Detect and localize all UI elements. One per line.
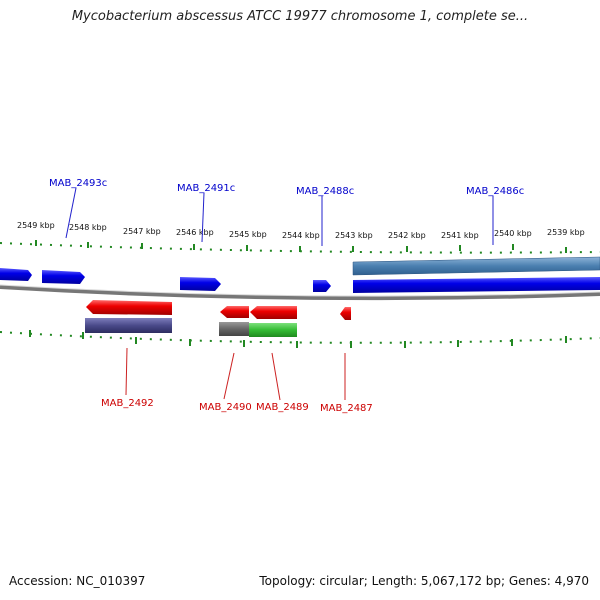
tick-label: 2541 kbp [441, 231, 479, 240]
gene-arrow-reverse[interactable] [250, 306, 297, 319]
gene-label[interactable]: MAB_2491c [177, 183, 235, 194]
cds-bar-reverse[interactable] [249, 323, 297, 337]
major-ticks-inner [29, 330, 567, 348]
tick-label: 2546 kbp [176, 228, 214, 237]
tick-label: 2539 kbp [547, 228, 585, 237]
forward-genes[interactable] [0, 268, 600, 293]
tick-label: 2545 kbp [229, 230, 267, 239]
cds-reverse-blocks[interactable] [85, 318, 297, 337]
gene-label[interactable]: MAB_2493c [49, 178, 107, 189]
gene-label[interactable]: MAB_2490 [199, 402, 252, 413]
bottom-leaders [125, 347, 346, 401]
gene-arrow-forward[interactable] [42, 270, 85, 284]
top-gene-labels[interactable]: MAB_2493c MAB_2491c MAB_2488c MAB_2486c [49, 178, 524, 197]
gene-arrow-reverse[interactable] [86, 300, 172, 315]
gene-label[interactable]: MAB_2492 [101, 398, 154, 409]
bottom-gene-labels[interactable]: MAB_2492 MAB_2490 MAB_2489 MAB_2487 [101, 398, 373, 414]
cds-bar-reverse[interactable] [219, 322, 249, 336]
gene-label[interactable]: MAB_2489 [256, 402, 309, 413]
cds-bar-reverse[interactable] [85, 318, 172, 333]
cds-bar-forward[interactable] [352, 256, 600, 276]
genome-summary-text: Topology: circular; Length: 5,067,172 bp… [259, 574, 589, 588]
gene-label[interactable]: MAB_2486c [466, 186, 524, 197]
gene-arrow-forward[interactable] [313, 280, 331, 292]
ruler-labels: 2549 kbp 2548 kbp 2547 kbp 2546 kbp 2545… [17, 221, 585, 240]
accession-text: Accession: NC_010397 [9, 574, 146, 588]
tick-label: 2548 kbp [69, 223, 107, 232]
tick-label: 2543 kbp [335, 231, 373, 240]
top-leaders [65, 187, 494, 246]
major-ticks-outer [35, 240, 567, 253]
gene-arrow-forward[interactable] [353, 277, 600, 293]
gene-label[interactable]: MAB_2487 [320, 403, 373, 414]
tick-label: 2544 kbp [282, 231, 320, 240]
tick-label: 2547 kbp [123, 227, 161, 236]
tick-label: 2542 kbp [388, 231, 426, 240]
tick-label: 2549 kbp [17, 221, 55, 230]
gene-arrow-reverse[interactable] [340, 307, 351, 320]
gene-label[interactable]: MAB_2488c [296, 186, 354, 197]
chromosome-backbone [0, 285, 600, 301]
gene-arrow-forward[interactable] [0, 268, 32, 281]
tick-label: 2540 kbp [494, 229, 532, 238]
page-title: Mycobacterium abscessus ATCC 19977 chrom… [71, 9, 529, 24]
chromosome-backbone-highlight [0, 284, 600, 297]
gene-arrow-forward[interactable] [180, 277, 221, 291]
gene-arrow-reverse[interactable] [220, 306, 249, 318]
inner-tick-track [0, 331, 600, 344]
reverse-genes[interactable] [86, 300, 351, 320]
